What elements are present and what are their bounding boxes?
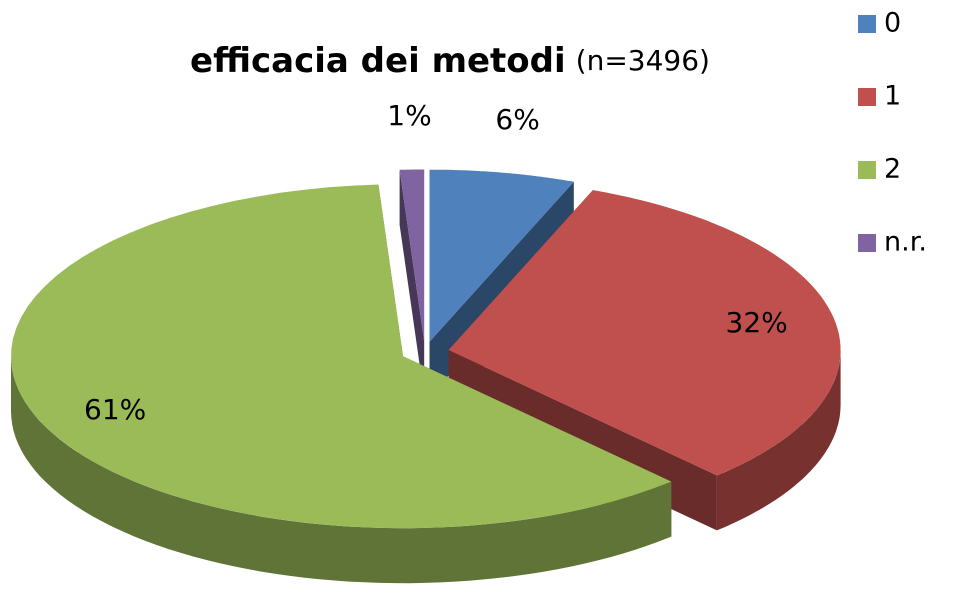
legend-swatch xyxy=(858,15,876,33)
data-label: 6% xyxy=(495,103,539,136)
legend-label: 0 xyxy=(884,8,901,39)
data-label: 61% xyxy=(84,393,146,426)
slice xyxy=(429,169,574,342)
legend-label: 2 xyxy=(884,154,901,185)
legend-swatch xyxy=(858,161,876,179)
legend-label: 1 xyxy=(884,81,901,112)
chart-title-group: efficacia dei metodi (n=3496) xyxy=(190,41,710,81)
data-label: 1% xyxy=(387,99,431,132)
slice-wall xyxy=(11,356,672,584)
chart-title: efficacia dei metodi xyxy=(190,41,566,81)
slice xyxy=(448,190,841,476)
slice xyxy=(11,184,672,529)
slice-side xyxy=(399,169,425,397)
slice-wall xyxy=(716,350,841,531)
legend-label: n.r. xyxy=(884,227,927,258)
legend-swatch xyxy=(858,88,876,106)
chart-subtitle: (n=3496) xyxy=(576,44,710,77)
slice xyxy=(399,169,425,342)
slice-group xyxy=(399,169,425,397)
legend-swatch xyxy=(858,234,876,252)
data-label: 32% xyxy=(726,306,788,339)
slice-group xyxy=(11,184,672,584)
